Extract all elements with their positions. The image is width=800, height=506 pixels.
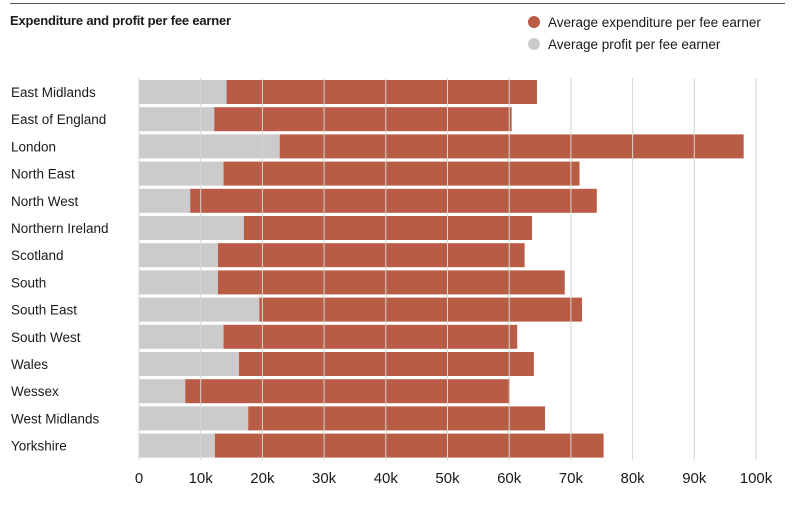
category-label-west-midlands: West Midlands xyxy=(11,411,100,426)
category-label-east-midlands: East Midlands xyxy=(11,85,96,100)
tick-label-30k: 30k xyxy=(312,470,337,487)
legend-swatch-profit xyxy=(528,38,540,50)
bar-expenditure-scotland xyxy=(217,243,525,268)
category-label-wessex: Wessex xyxy=(11,384,59,399)
bar-expenditure-south-east xyxy=(259,297,583,322)
bar-expenditure-north-west xyxy=(190,188,597,213)
category-label-south-west: South West xyxy=(11,330,81,345)
tick-label-100k: 100k xyxy=(740,470,773,487)
bar-profit-wessex xyxy=(139,379,186,404)
bar-expenditure-yorkshire xyxy=(214,433,604,458)
bar-profit-yorkshire xyxy=(139,433,215,458)
category-label-east-of-england: East of England xyxy=(11,112,106,127)
top-rule xyxy=(10,3,785,4)
bar-expenditure-west-midlands xyxy=(248,406,545,431)
category-label-north-east: North East xyxy=(11,167,75,182)
bar-profit-scotland xyxy=(139,243,218,268)
tick-label-50k: 50k xyxy=(435,470,460,487)
category-label-yorkshire: Yorkshire xyxy=(11,439,67,454)
tick-label-20k: 20k xyxy=(250,470,275,487)
bar-expenditure-east-of-england xyxy=(214,107,512,132)
bar-expenditure-south xyxy=(217,270,565,295)
bar-expenditure-london xyxy=(279,134,744,159)
bar-expenditure-north-east xyxy=(223,161,580,186)
category-label-south: South xyxy=(11,275,46,290)
tick-label-10k: 10k xyxy=(189,470,214,487)
legend: Average expenditure per fee earner Avera… xyxy=(528,11,761,55)
tick-label-70k: 70k xyxy=(559,470,584,487)
tick-label-80k: 80k xyxy=(621,470,646,487)
category-label-north-west: North West xyxy=(11,194,79,209)
tick-label-60k: 60k xyxy=(497,470,522,487)
bar-profit-south xyxy=(139,270,218,295)
legend-swatch-expenditure xyxy=(528,16,540,28)
legend-label-profit: Average profit per fee earner xyxy=(548,36,721,52)
legend-item-expenditure: Average expenditure per fee earner xyxy=(528,11,761,33)
bar-profit-south-west xyxy=(139,324,224,349)
bar-expenditure-northern-ireland xyxy=(243,216,533,240)
legend-label-expenditure: Average expenditure per fee earner xyxy=(548,14,761,30)
chart-title: Expenditure and profit per fee earner xyxy=(10,13,231,28)
bar-expenditure-wessex xyxy=(185,379,510,404)
bar-profit-north-east xyxy=(139,161,224,186)
bar-profit-west-midlands xyxy=(139,406,249,431)
bar-profit-london xyxy=(139,134,280,159)
bar-expenditure-east-midlands xyxy=(226,80,537,104)
category-label-scotland: Scotland xyxy=(11,248,64,263)
category-label-wales: Wales xyxy=(11,357,48,372)
bar-profit-north-west xyxy=(139,188,191,213)
tick-label-90k: 90k xyxy=(682,470,707,487)
bar-expenditure-south-west xyxy=(223,324,518,349)
bar-profit-wales xyxy=(139,352,239,376)
bar-expenditure-wales xyxy=(238,352,534,376)
tick-label-40k: 40k xyxy=(374,470,399,487)
category-label-northern-ireland: Northern Ireland xyxy=(11,221,109,236)
bar-profit-south-east xyxy=(139,297,260,322)
bar-profit-northern-ireland xyxy=(139,216,244,240)
category-label-london: London xyxy=(11,139,56,154)
bar-profit-east-midlands xyxy=(139,80,227,104)
category-label-south-east: South East xyxy=(11,303,77,318)
legend-item-profit: Average profit per fee earner xyxy=(528,33,761,55)
bar-profit-east-of-england xyxy=(139,107,215,132)
tick-label-0: 0 xyxy=(135,470,143,487)
